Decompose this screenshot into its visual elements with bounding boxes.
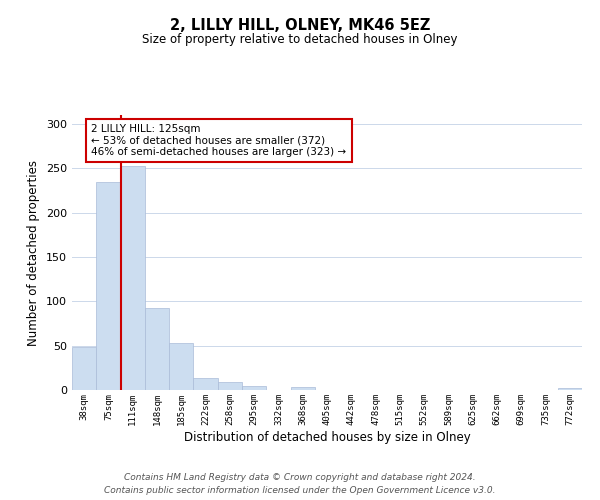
Text: Contains HM Land Registry data © Crown copyright and database right 2024.: Contains HM Land Registry data © Crown c… <box>124 474 476 482</box>
Bar <box>169 343 193 390</box>
Bar <box>96 182 121 390</box>
Bar <box>290 388 315 390</box>
X-axis label: Distribution of detached houses by size in Olney: Distribution of detached houses by size … <box>184 430 470 444</box>
Bar <box>145 308 169 390</box>
Text: Contains public sector information licensed under the Open Government Licence v3: Contains public sector information licen… <box>104 486 496 495</box>
Text: 2, LILLY HILL, OLNEY, MK46 5EZ: 2, LILLY HILL, OLNEY, MK46 5EZ <box>170 18 430 32</box>
Bar <box>121 166 145 390</box>
Bar <box>218 382 242 390</box>
Y-axis label: Number of detached properties: Number of detached properties <box>28 160 40 346</box>
Bar <box>558 388 582 390</box>
Bar <box>193 378 218 390</box>
Text: 2 LILLY HILL: 125sqm
← 53% of detached houses are smaller (372)
46% of semi-deta: 2 LILLY HILL: 125sqm ← 53% of detached h… <box>91 124 347 157</box>
Text: Size of property relative to detached houses in Olney: Size of property relative to detached ho… <box>142 32 458 46</box>
Bar <box>72 348 96 390</box>
Bar <box>242 386 266 390</box>
